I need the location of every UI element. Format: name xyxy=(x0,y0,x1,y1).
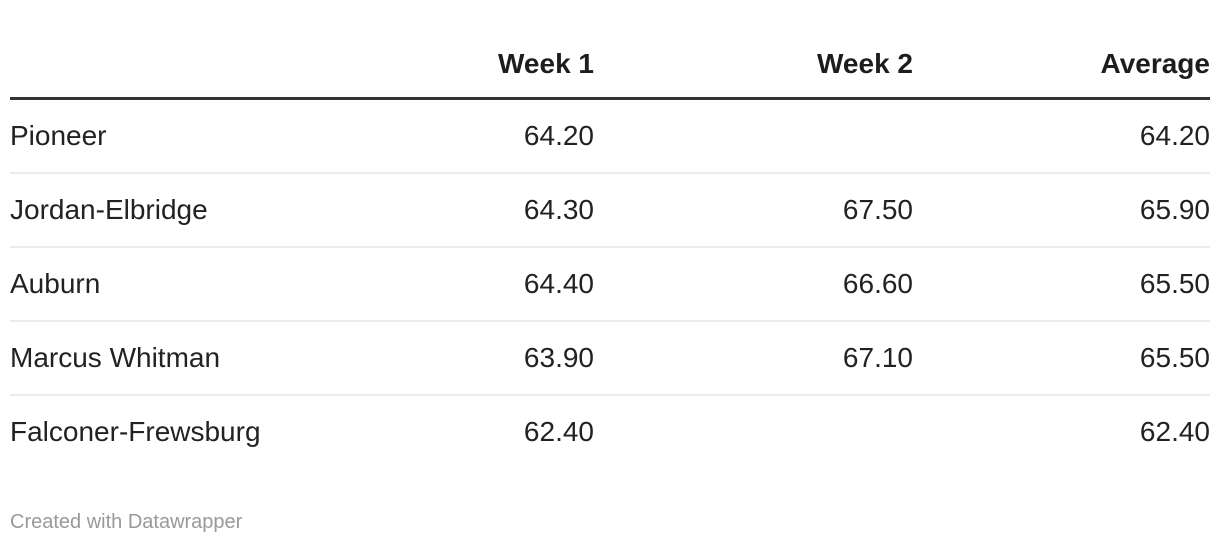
table-row: Auburn 64.40 66.60 65.50 xyxy=(10,247,1210,322)
value-cell: 65.50 xyxy=(913,247,1210,322)
row-label-cell: Pioneer xyxy=(10,98,300,174)
table-body: Pioneer 64.20 64.20 Jordan-Elbridge 64.30 67.… xyxy=(10,98,1210,469)
table-row: Jordan-Elbridge 64.30 67.50 65.90 xyxy=(10,173,1210,248)
datawrapper-table-embed: Week 1 Week 2 Average Pioneer 64.20 64.20 J… xyxy=(10,0,1210,536)
value-cell: 65.50 xyxy=(913,321,1210,396)
column-header-average: Average xyxy=(913,0,1210,100)
datawrapper-credit[interactable]: Created with Datawrapper xyxy=(10,508,1210,536)
row-label-cell: Jordan-Elbridge xyxy=(10,173,300,248)
value-cell: 67.10 xyxy=(594,321,913,396)
value-cell: 62.40 xyxy=(1139,416,1210,447)
value-cell xyxy=(594,395,913,468)
value-cell: 65.90 xyxy=(913,173,1210,248)
table-header-row: Week 1 Week 2 Average xyxy=(10,0,1210,100)
value-cell: 64.30 xyxy=(300,173,594,248)
column-header-week-2: Week 2 xyxy=(594,0,913,100)
value-cell: 66.60 xyxy=(594,247,913,322)
row-label-cell: Auburn xyxy=(10,247,300,322)
data-table: Week 1 Week 2 Average Pioneer 64.20 64.20 J… xyxy=(10,0,1210,468)
column-header-blank xyxy=(10,0,300,100)
table-row: Marcus Whitman 63.90 67.10 65.50 xyxy=(10,321,1210,396)
value-cell xyxy=(594,98,913,174)
value-cell: 64.20 xyxy=(913,98,1210,174)
value-cell: 67.50 xyxy=(594,173,913,248)
value-cell: 63.90 xyxy=(300,321,594,396)
row-label-cell: Falconer-Frewsburg xyxy=(10,416,261,447)
value-cell: 64.20 xyxy=(300,98,594,174)
row-label-cell: Marcus Whitman xyxy=(10,321,300,396)
table-row: Falconer-Frewsburg 62.40 62.40 xyxy=(10,395,1210,468)
table-row: Pioneer 64.20 64.20 xyxy=(10,98,1210,174)
value-cell: 62.40 xyxy=(523,416,594,447)
column-header-week-1: Week 1 xyxy=(300,0,594,100)
value-cell: 64.40 xyxy=(300,247,594,322)
datawrapper-credit-link[interactable]: Created with Datawrapper xyxy=(10,511,243,533)
